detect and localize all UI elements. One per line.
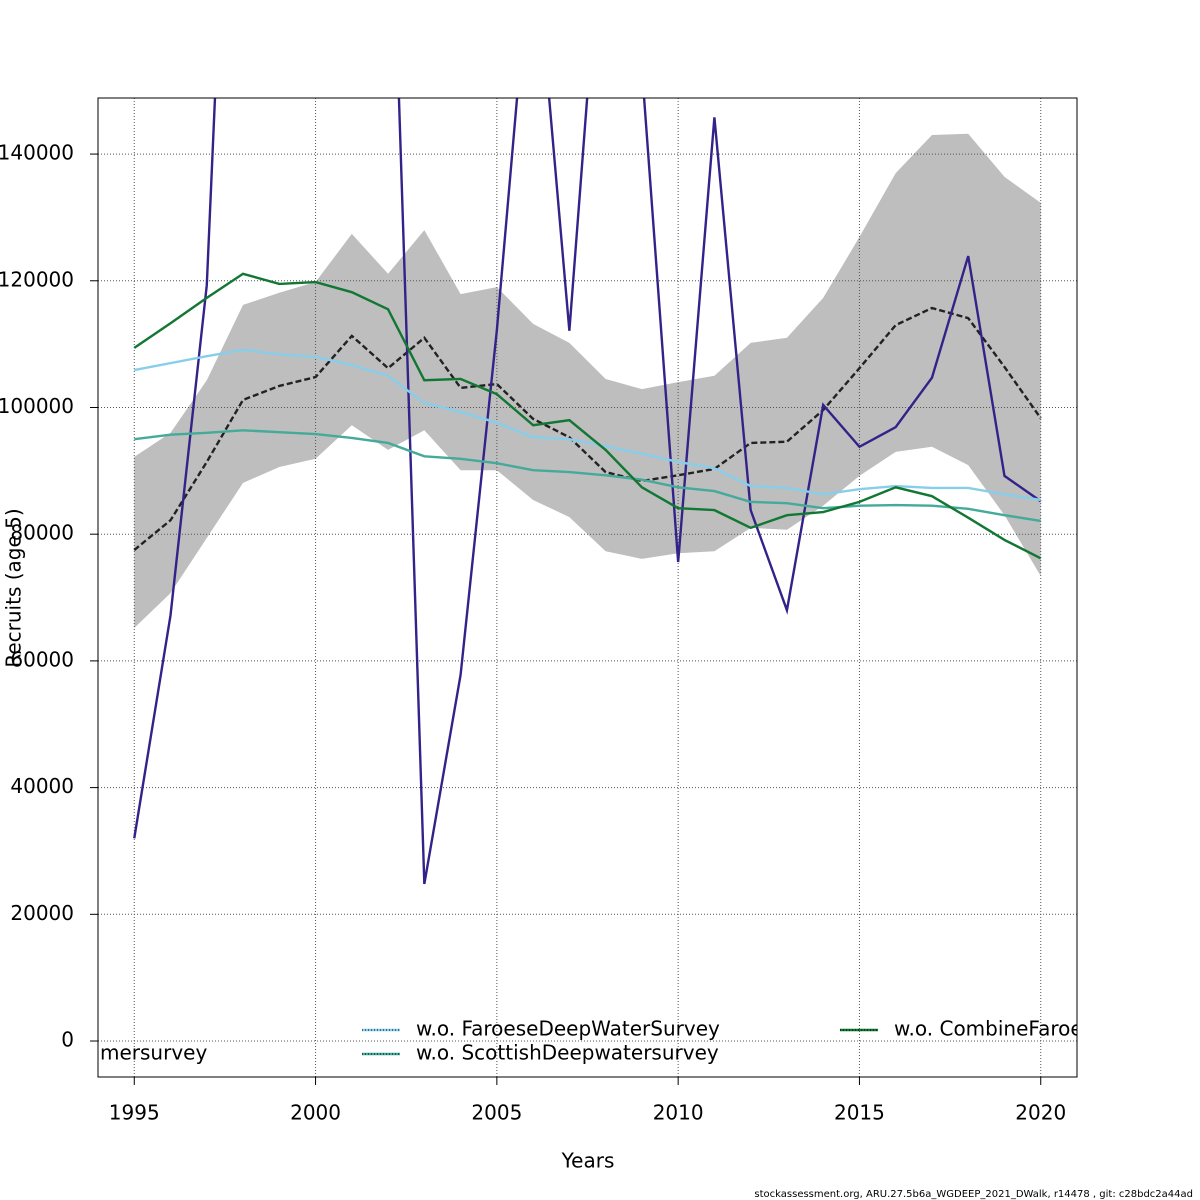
- x-tick-label: 2015: [834, 1101, 885, 1125]
- plot-frame: [97, 97, 1078, 1078]
- footer: stockassessment.org, ARU.27.5b6a_WGDEEP_…: [754, 1189, 1193, 1200]
- y-tick-label: 100000: [0, 394, 74, 418]
- legend-label: w.o. ScottishDeepwatersurvey: [416, 1041, 719, 1065]
- legend-label: mersurvey: [100, 1041, 207, 1065]
- series-line: [134, 348, 1041, 502]
- series-line: [133, 272, 1042, 560]
- x-tick-label: 2010: [653, 1101, 704, 1125]
- y-tick-label: 120000: [0, 267, 74, 291]
- series-line: [133, 98, 1042, 885]
- x-tick-label: 1995: [109, 1101, 160, 1125]
- x-tick-label: 2000: [290, 1101, 341, 1125]
- y-axis-label: Recruits (age 5): [2, 508, 26, 667]
- y-tick-label: 60000: [10, 647, 74, 671]
- y-tick-label: 80000: [10, 521, 74, 545]
- x-tick-label: 2020: [1015, 1101, 1066, 1125]
- x-axis-label: Years: [561, 1149, 615, 1173]
- confidence-band: [134, 133, 1041, 628]
- legend-label: w.o. CombineFaroe: [894, 1017, 1083, 1041]
- series-line: [134, 429, 1041, 523]
- x-tick-label: 2005: [471, 1101, 522, 1125]
- y-tick-label: 140000: [0, 141, 74, 165]
- y-tick-label: 40000: [10, 774, 74, 798]
- plot-area: [98, 98, 1077, 1077]
- y-tick-label: 20000: [10, 901, 74, 925]
- y-tick-label: 0: [61, 1028, 74, 1052]
- legend-label: w.o. FaroeseDeepWaterSurvey: [416, 1017, 720, 1041]
